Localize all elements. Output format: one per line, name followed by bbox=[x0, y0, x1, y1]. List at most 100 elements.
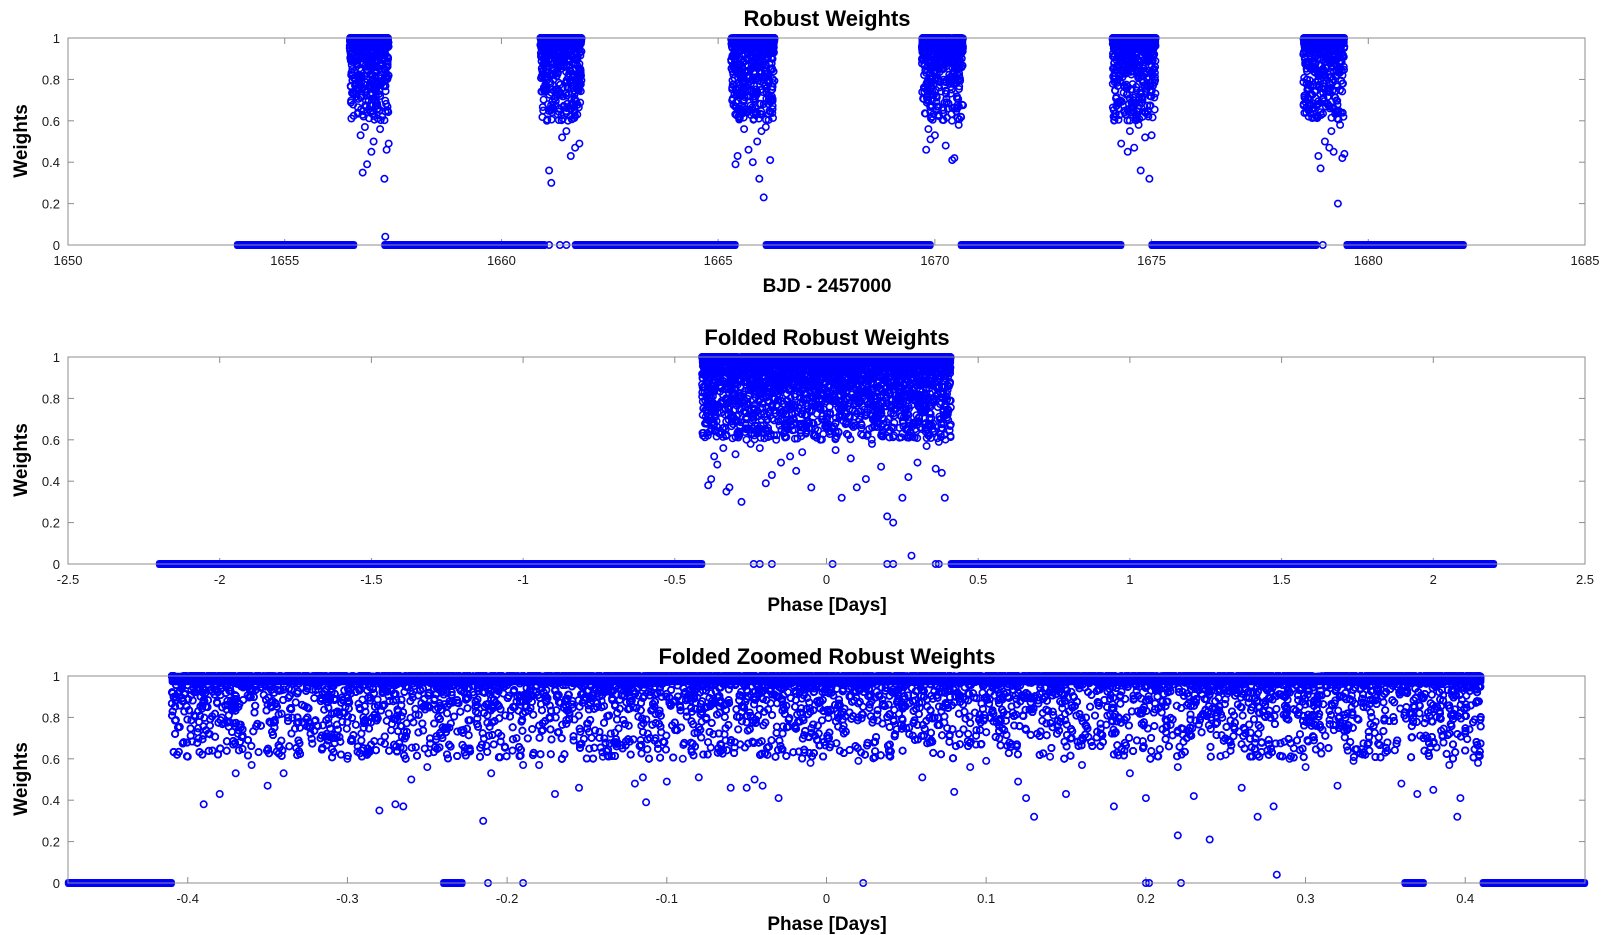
data-point bbox=[352, 84, 361, 93]
axis-ticks: 1650 1655 1660 1665 1670 1675 1680 168500.20.40… bbox=[42, 31, 1600, 268]
x-tick-label: 1675 bbox=[1137, 253, 1166, 268]
data-point bbox=[755, 174, 764, 183]
y-tick-label: 0.8 bbox=[42, 72, 60, 87]
data-point bbox=[753, 137, 762, 146]
data-point bbox=[373, 55, 382, 64]
data-point bbox=[558, 133, 567, 142]
x-tick-label: 1670 bbox=[920, 253, 949, 268]
data-point bbox=[384, 71, 393, 80]
data-point bbox=[930, 131, 939, 140]
data-point bbox=[547, 178, 556, 187]
x-tick-label: -2 bbox=[214, 572, 226, 587]
data-point bbox=[383, 106, 392, 115]
y-tick-label: 0.4 bbox=[42, 474, 60, 489]
data-point bbox=[1141, 133, 1150, 142]
data-point bbox=[1117, 139, 1126, 148]
x-tick-label: 1665 bbox=[704, 253, 733, 268]
data-point bbox=[1147, 131, 1156, 140]
data-point bbox=[379, 64, 388, 73]
data-point bbox=[1125, 127, 1134, 136]
data-point bbox=[360, 72, 369, 81]
x-tick-label: 1 bbox=[1126, 572, 1133, 587]
data-point bbox=[381, 82, 390, 91]
data-point bbox=[545, 166, 554, 175]
data-point bbox=[356, 131, 365, 140]
data-point bbox=[1148, 113, 1157, 122]
data-point bbox=[941, 141, 950, 150]
data-point bbox=[358, 168, 367, 177]
data-point bbox=[360, 123, 369, 132]
data-point bbox=[363, 160, 372, 169]
data-point bbox=[922, 145, 931, 154]
robust-weights-panel: Robust Weights BJD - 2457000 Weights 165… bbox=[11, 6, 1599, 297]
data-point bbox=[731, 160, 740, 169]
x-tick-label: 0.5 bbox=[969, 572, 987, 587]
x-tick-label: -1 bbox=[517, 572, 529, 587]
data-point bbox=[761, 123, 770, 132]
weight-one-band bbox=[918, 34, 967, 48]
data-point bbox=[924, 125, 933, 134]
data-point bbox=[562, 127, 571, 136]
x-tick-label: 2 bbox=[1430, 572, 1437, 587]
data-point bbox=[383, 102, 392, 111]
data-point bbox=[366, 84, 375, 93]
data-point bbox=[1316, 164, 1325, 173]
data-point bbox=[381, 232, 390, 241]
data-point bbox=[1329, 147, 1338, 156]
data-point bbox=[575, 139, 584, 148]
x-tick-label: 2.5 bbox=[1576, 572, 1594, 587]
data-point bbox=[383, 75, 392, 84]
x-tick-label: 1660 bbox=[487, 253, 516, 268]
y-axis-label: Weights bbox=[11, 104, 32, 178]
scatter-marks bbox=[155, 352, 1498, 568]
x-tick-label: 1680 bbox=[1354, 253, 1383, 268]
data-point bbox=[766, 156, 775, 165]
x-tick-label: 1650 bbox=[54, 253, 83, 268]
panel-title: Folded Robust Weights bbox=[704, 325, 949, 350]
data-point bbox=[368, 94, 377, 103]
y-tick-label: 0.6 bbox=[42, 433, 60, 448]
x-tick-label: 1655 bbox=[270, 253, 299, 268]
x-axis-label: Phase [Days] bbox=[767, 595, 886, 616]
data-point bbox=[362, 62, 371, 71]
data-point bbox=[347, 68, 356, 77]
data-point bbox=[1145, 174, 1154, 183]
data-point bbox=[733, 152, 742, 161]
data-point bbox=[759, 193, 768, 202]
data-point bbox=[367, 147, 376, 156]
data-point bbox=[1327, 127, 1336, 136]
data-point bbox=[384, 139, 393, 148]
x-tick-label: -2.5 bbox=[57, 572, 79, 587]
y-tick-label: 0 bbox=[53, 557, 60, 572]
x-tick-label: 1.5 bbox=[1273, 572, 1291, 587]
x-tick-label: -1.5 bbox=[360, 572, 382, 587]
data-point bbox=[383, 62, 392, 71]
data-point bbox=[363, 52, 372, 61]
data-point bbox=[1314, 152, 1323, 161]
y-tick-label: 1 bbox=[53, 350, 60, 365]
x-tick-label: 1685 bbox=[1571, 253, 1600, 268]
data-point bbox=[380, 174, 389, 183]
weight-one-band bbox=[1109, 34, 1160, 48]
data-point bbox=[361, 96, 370, 105]
x-axis-label: BJD - 2457000 bbox=[763, 276, 892, 297]
data-point bbox=[357, 92, 366, 101]
y-axis-label: Weights bbox=[11, 423, 32, 497]
data-point bbox=[370, 78, 379, 87]
data-point bbox=[359, 51, 368, 60]
weight-one-band bbox=[537, 34, 585, 48]
y-tick-label: 0.2 bbox=[42, 197, 60, 212]
data-point bbox=[356, 66, 365, 75]
data-point bbox=[355, 80, 364, 89]
x-tick-label: 0 bbox=[823, 572, 830, 587]
plot-area bbox=[67, 37, 1586, 246]
y-tick-label: 0 bbox=[53, 238, 60, 253]
data-point bbox=[744, 145, 753, 154]
data-point bbox=[1136, 166, 1145, 175]
weight-one-band bbox=[346, 34, 392, 48]
y-tick-label: 0.6 bbox=[42, 114, 60, 129]
panel-title: Robust Weights bbox=[743, 6, 910, 31]
weight-one-band bbox=[1300, 34, 1348, 48]
data-point bbox=[346, 98, 355, 107]
